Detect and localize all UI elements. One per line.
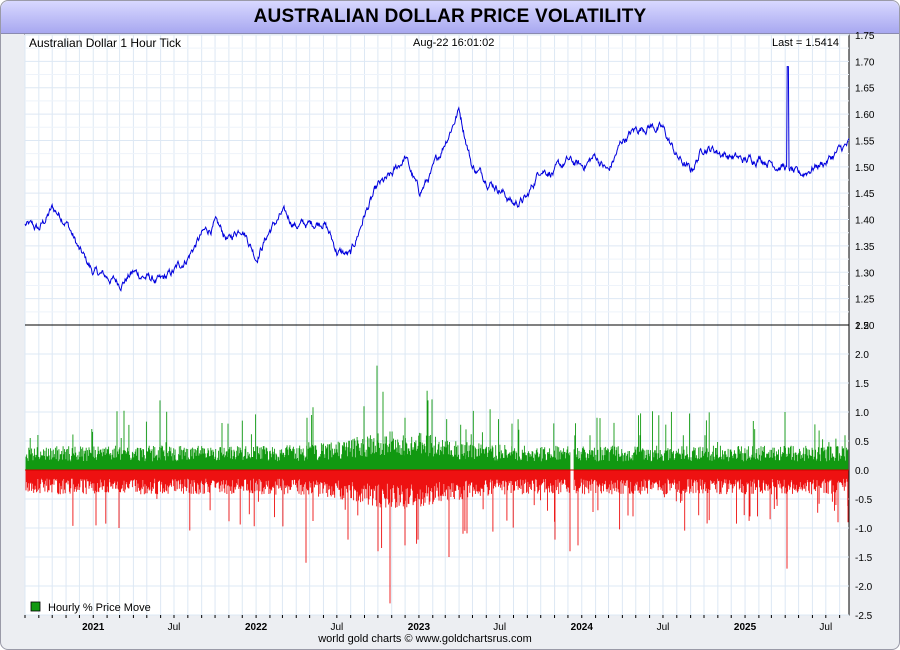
x-tick-label: 2021 [82, 622, 105, 633]
price-tick-label: 1.50 [855, 163, 875, 174]
vol-tick-label: 0.0 [855, 466, 869, 477]
price-tick-label: 1.70 [855, 57, 875, 68]
x-tick-label: Jul [330, 622, 343, 633]
vol-tick-label: 1.0 [855, 408, 869, 419]
positive-move-bars [25, 365, 849, 470]
axes: 2021 Jul 2022 Jul 2023 Jul 2024 Jul 2025 Jul 1.20 1… [24, 31, 875, 633]
x-tick-label: Jul [657, 622, 670, 633]
chart-title: AUSTRALIAN DOLLAR PRICE VOLATILITY [253, 6, 647, 27]
x-tick-label: 2023 [408, 622, 431, 633]
price-panel [24, 66, 850, 292]
vol-tick-label: -1.0 [855, 524, 873, 535]
timestamp: Aug-22 16:01:02 [413, 37, 495, 49]
x-tick-label: Jul [493, 622, 506, 633]
price-line [24, 66, 850, 292]
price-tick-label: 1.55 [855, 136, 875, 147]
source-credit: world gold charts © www.goldchartsrus.co… [318, 633, 532, 645]
x-tick-label: Jul [168, 622, 181, 633]
last-value: Last = 1.5414 [772, 37, 839, 49]
price-tick-label: 1.60 [855, 110, 875, 121]
vol-tick-label: 1.5 [855, 379, 869, 390]
vol-tick-label: 0.5 [855, 437, 869, 448]
series-label: Australian Dollar 1 Hour Tick [29, 36, 182, 50]
legend-label: Hourly % Price Move [48, 602, 151, 614]
x-tick-label: Jul [819, 622, 832, 633]
vol-tick-label: -2.0 [855, 582, 873, 593]
price-tick-label: 1.65 [855, 84, 875, 95]
vol-tick-label: 2.5 [855, 321, 869, 332]
legend-swatch [30, 601, 41, 612]
price-tick-label: 1.45 [855, 189, 875, 200]
vol-tick-label: -0.5 [855, 495, 873, 506]
vol-tick-label: -2.5 [855, 611, 873, 622]
volatility-panel [25, 365, 849, 604]
x-tick-label: 2024 [571, 622, 594, 633]
x-tick-label: 2022 [245, 622, 268, 633]
price-tick-label: 1.35 [855, 242, 875, 253]
vol-tick-label: -1.5 [855, 553, 873, 564]
price-tick-label: 1.30 [855, 268, 875, 279]
negative-move-bars [25, 470, 849, 604]
price-tick-label: 1.40 [855, 216, 875, 227]
legend: Hourly % Price Move [30, 601, 151, 614]
vol-tick-label: 2.0 [855, 350, 869, 361]
price-tick-label: 1.75 [855, 31, 875, 42]
title-bar: AUSTRALIAN DOLLAR PRICE VOLATILITY [1, 1, 899, 34]
price-tick-label: 1.20 [855, 321, 875, 332]
x-tick-label: 2025 [734, 622, 757, 633]
price-tick-label: 1.25 [855, 295, 875, 306]
